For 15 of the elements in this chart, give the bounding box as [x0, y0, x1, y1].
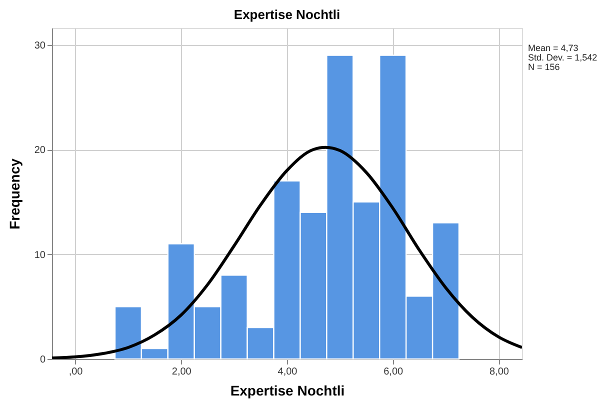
text: Mean = 4,73 — [528, 43, 578, 53]
text: N = 156 — [528, 62, 560, 72]
text: Std. Dev. = 1,542 — [528, 52, 598, 62]
x-tick-label: 6,00 — [384, 366, 404, 378]
y-tick-label: 0 — [40, 354, 46, 366]
x-tick-label: 2,00 — [172, 366, 192, 378]
y-tick-label: 10 — [34, 250, 46, 261]
y-tick-label: 20 — [34, 145, 46, 156]
x-tick-label: 8,00 — [489, 366, 510, 378]
y-axis-title: Frequency — [6, 158, 22, 230]
chart-title: Expertise Nochtli — [234, 7, 340, 22]
x-tick-label: ,00 — [68, 366, 84, 378]
x-axis-title: Expertise Nochtli — [230, 382, 345, 398]
y-tick-label: 30 — [34, 40, 46, 52]
x-tick-label: 4,00 — [278, 366, 298, 378]
